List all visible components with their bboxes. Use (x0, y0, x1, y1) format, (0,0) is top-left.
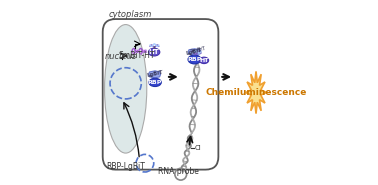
Text: nucleus: nucleus (105, 53, 137, 61)
Text: LgBiT: LgBiT (186, 48, 203, 56)
Ellipse shape (105, 25, 147, 153)
Text: RBP: RBP (148, 80, 162, 85)
Text: Chemiluminescence: Chemiluminescence (205, 88, 307, 97)
Polygon shape (188, 49, 201, 55)
Text: HT: HT (199, 58, 209, 63)
Text: RBP: RBP (187, 57, 202, 62)
Text: RBP-LgBiT: RBP-LgBiT (106, 162, 145, 171)
Text: cytoplasm: cytoplasm (108, 10, 152, 19)
Ellipse shape (200, 57, 209, 64)
Ellipse shape (149, 48, 160, 56)
Text: SmBiT-HT: SmBiT-HT (118, 51, 155, 60)
Text: RNA probe: RNA probe (158, 167, 198, 176)
Text: Cl: Cl (195, 145, 201, 151)
Ellipse shape (188, 55, 201, 64)
Polygon shape (149, 71, 161, 78)
Text: HT: HT (149, 49, 160, 55)
Text: LgBiT: LgBiT (146, 70, 163, 78)
Ellipse shape (149, 78, 161, 87)
Text: SmBiT: SmBiT (190, 46, 206, 54)
FancyBboxPatch shape (103, 19, 218, 170)
Polygon shape (246, 71, 266, 114)
